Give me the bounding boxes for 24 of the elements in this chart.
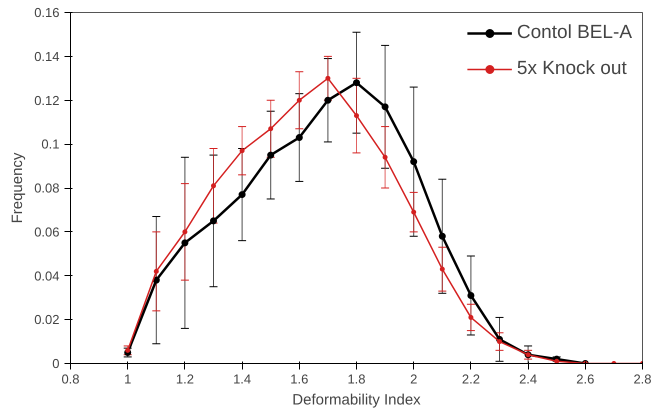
x-tick-label: 0.8	[61, 372, 80, 386]
y-tick-label: 0.16	[34, 5, 60, 20]
y-tick-label: 0.14	[34, 48, 60, 64]
y-tick-label: 0.08	[34, 180, 60, 196]
y-tick-label: 0.04	[34, 268, 60, 284]
legend-label: 5x Knock out	[516, 58, 627, 80]
x-tick-label: 1.2	[176, 372, 194, 386]
x-tick-label: 2.8	[633, 372, 652, 386]
y-tick-label: 0.06	[34, 224, 60, 240]
legend-label: Contol BEL-A	[516, 22, 632, 44]
y-tick-label: 0.02	[34, 312, 60, 328]
x-tick-label: 2.6	[576, 372, 594, 386]
x-tick-label: 1.4	[233, 372, 252, 386]
x-tick-label: 1	[124, 372, 132, 386]
x-tick-label: 2.4	[519, 372, 538, 386]
x-axis-title: Deformability Index	[292, 392, 422, 408]
x-tick-label: 1.8	[347, 372, 366, 386]
y-tick-label: 0	[52, 356, 60, 371]
y-tick-label: 0.1	[41, 136, 60, 152]
y-axis-title: Frequency	[9, 152, 26, 224]
x-tick-label: 2.2	[462, 372, 480, 386]
x-tick-label: 1.6	[290, 372, 308, 386]
x-tick-label: 2	[410, 372, 418, 386]
y-tick-label: 0.12	[34, 92, 60, 108]
